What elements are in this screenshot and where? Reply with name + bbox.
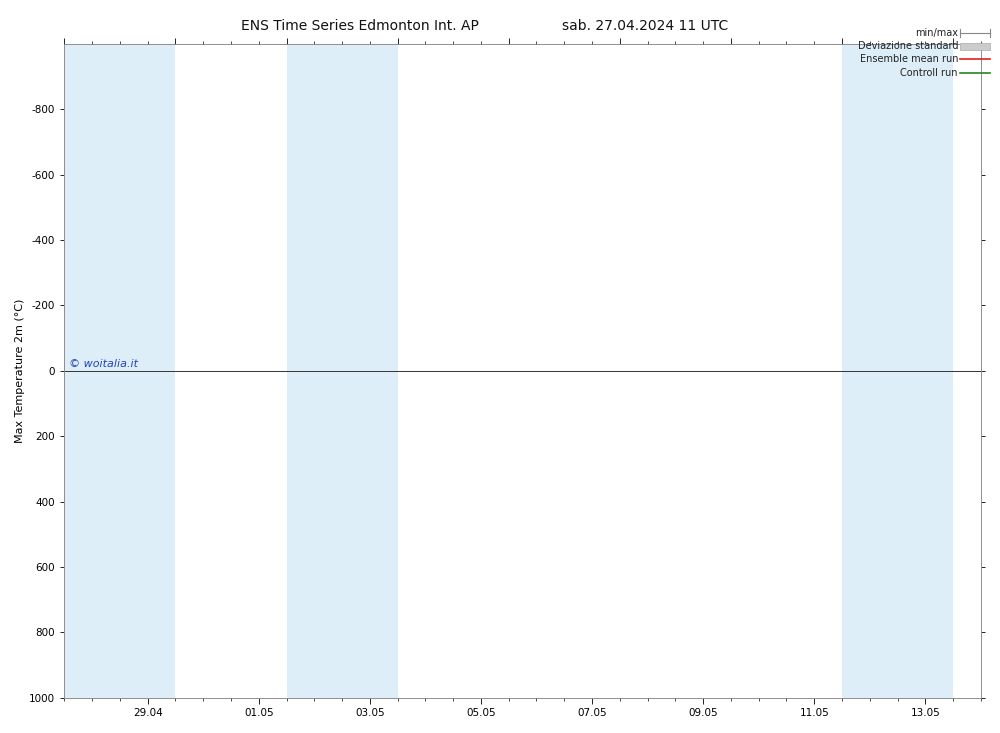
Text: ENS Time Series Edmonton Int. AP: ENS Time Series Edmonton Int. AP xyxy=(241,19,479,33)
Text: © woitalia.it: © woitalia.it xyxy=(69,359,138,369)
Text: Ensemble mean run: Ensemble mean run xyxy=(860,54,958,65)
Text: Controll run: Controll run xyxy=(900,67,958,78)
Bar xyxy=(287,44,398,698)
Bar xyxy=(64,44,175,698)
Bar xyxy=(842,44,953,698)
Text: Deviazione standard: Deviazione standard xyxy=(858,41,958,51)
Text: min/max: min/max xyxy=(915,28,958,38)
Text: sab. 27.04.2024 11 UTC: sab. 27.04.2024 11 UTC xyxy=(562,19,728,33)
Y-axis label: Max Temperature 2m (°C): Max Temperature 2m (°C) xyxy=(15,298,25,443)
